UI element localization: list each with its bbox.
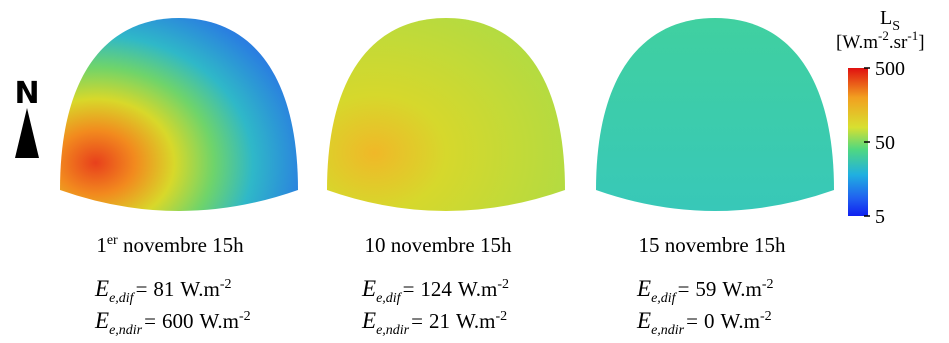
symbol: E bbox=[361, 308, 376, 333]
symbol: E bbox=[636, 276, 651, 301]
caption-text: 10 novembre 15h bbox=[365, 233, 512, 257]
symbol: L bbox=[880, 7, 892, 29]
unit: W.m bbox=[199, 309, 238, 333]
unit-exponent: -2 bbox=[762, 277, 774, 292]
sign: = bbox=[136, 277, 148, 301]
subscript: e,ndir bbox=[109, 323, 143, 338]
north-arrow bbox=[15, 108, 39, 158]
irradiance-equation: Ee,dif= 59 W.m-2 bbox=[636, 276, 774, 306]
symbol: E bbox=[361, 276, 376, 301]
sign: = bbox=[678, 277, 690, 301]
subscript: e,dif bbox=[376, 291, 403, 306]
irradiance-equation: Ee,ndir= 600 W.m-2 bbox=[94, 308, 251, 338]
sign: = bbox=[686, 309, 698, 333]
value: 59 bbox=[695, 277, 716, 301]
caption-number: 1 bbox=[96, 233, 107, 257]
subscript: e,dif bbox=[109, 291, 136, 306]
sign: = bbox=[411, 309, 423, 333]
irradiance-equation: Ee,dif= 81 W.m-2 bbox=[94, 276, 232, 306]
unit: W.m bbox=[456, 309, 495, 333]
subscript: e,dif bbox=[651, 291, 678, 306]
caption-text: 15 novembre 15h bbox=[639, 233, 786, 257]
subscript: e,ndir bbox=[376, 323, 410, 338]
unit-exponent: -2 bbox=[220, 277, 232, 292]
unit: W.m bbox=[458, 277, 497, 301]
unit: .sr bbox=[889, 32, 908, 53]
symbol: E bbox=[94, 308, 109, 333]
panel-caption: 15 novembre 15h bbox=[639, 233, 786, 257]
sky-dome bbox=[596, 18, 834, 211]
unit-exponent: -2 bbox=[497, 277, 509, 292]
caption-text: novembre 15h bbox=[118, 233, 244, 257]
unit-exponent: -2 bbox=[239, 309, 251, 324]
unit: W.m bbox=[180, 277, 219, 301]
exponent: -1 bbox=[907, 28, 918, 43]
value: 600 bbox=[162, 309, 194, 333]
colorbar-tick-label: 50 bbox=[875, 132, 895, 154]
colorbar-title: LS bbox=[880, 7, 900, 34]
unit: W.m bbox=[720, 309, 759, 333]
unit: W.m bbox=[722, 277, 761, 301]
panel-caption: 10 novembre 15h bbox=[365, 233, 512, 257]
sky-dome bbox=[327, 18, 565, 211]
subscript: S bbox=[892, 19, 900, 34]
value: 81 bbox=[153, 277, 174, 301]
irradiance-equation: Ee,ndir= 0 W.m-2 bbox=[636, 308, 772, 338]
unit: [W.m bbox=[836, 32, 878, 53]
colorbar-tick-label: 5 bbox=[875, 206, 885, 228]
panel-caption: 1er novembre 15h bbox=[96, 233, 244, 257]
symbol: E bbox=[94, 276, 109, 301]
unit: ] bbox=[918, 32, 924, 53]
compass-label: N bbox=[14, 76, 39, 111]
unit-exponent: -2 bbox=[760, 309, 772, 324]
value: 21 bbox=[429, 309, 450, 333]
sign: = bbox=[403, 277, 415, 301]
colorbar-unit: [W.m-2.sr-1] bbox=[836, 28, 925, 53]
irradiance-equation: Ee,dif= 124 W.m-2 bbox=[361, 276, 509, 306]
unit-exponent: -2 bbox=[495, 309, 507, 324]
exponent: -2 bbox=[878, 28, 889, 43]
symbol: E bbox=[636, 308, 651, 333]
sign: = bbox=[144, 309, 156, 333]
colorbar bbox=[848, 68, 868, 216]
irradiance-equation: Ee,ndir= 21 W.m-2 bbox=[361, 308, 507, 338]
value: 124 bbox=[420, 277, 452, 301]
caption-sup: er bbox=[107, 233, 118, 248]
subscript: e,ndir bbox=[651, 323, 685, 338]
colorbar-tick-label: 500 bbox=[875, 58, 905, 80]
value: 0 bbox=[704, 309, 715, 333]
sky-dome bbox=[60, 18, 298, 211]
